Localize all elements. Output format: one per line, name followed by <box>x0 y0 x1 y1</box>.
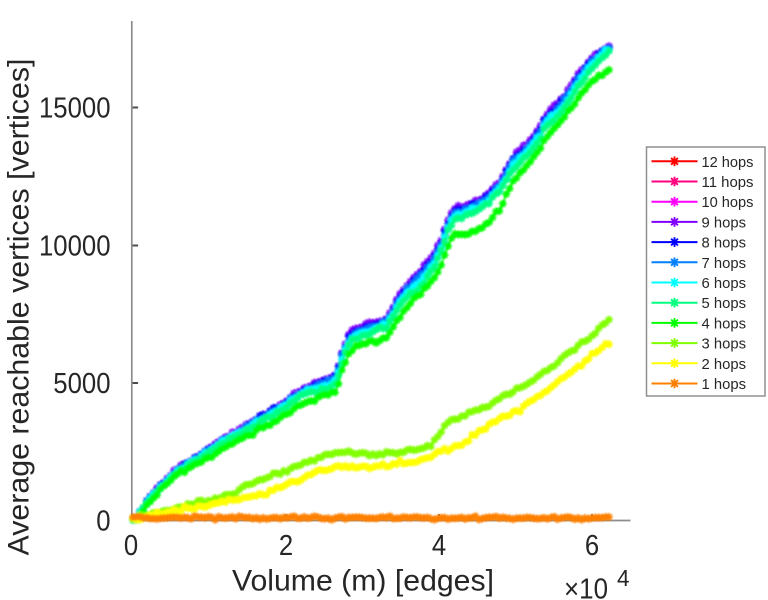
svg-text:9 hops: 9 hops <box>702 214 747 231</box>
svg-text:2 hops: 2 hops <box>702 356 747 373</box>
svg-text:Volume (m) [edges]: Volume (m) [edges] <box>232 565 494 598</box>
svg-text:4 hops: 4 hops <box>702 315 747 332</box>
svg-text:5 hops: 5 hops <box>702 295 747 312</box>
svg-text:7 hops: 7 hops <box>702 255 747 272</box>
svg-text:3 hops: 3 hops <box>702 336 747 353</box>
svg-text:15000: 15000 <box>39 93 111 125</box>
svg-text:8 hops: 8 hops <box>702 235 747 252</box>
svg-text:10000: 10000 <box>39 231 111 263</box>
svg-text:4: 4 <box>432 530 446 562</box>
svg-text:6 hops: 6 hops <box>702 275 747 292</box>
svg-text:10 hops: 10 hops <box>702 194 754 211</box>
svg-text:1 hops: 1 hops <box>702 376 747 393</box>
svg-text:2: 2 <box>279 530 293 562</box>
svg-text:Average reachable vertices [ve: Average reachable vertices [vertices] <box>3 59 36 556</box>
svg-text:6: 6 <box>585 530 599 562</box>
svg-text:11 hops: 11 hops <box>702 174 754 191</box>
svg-text:0: 0 <box>124 530 138 562</box>
svg-text:4: 4 <box>617 565 630 591</box>
svg-text:0: 0 <box>96 506 110 538</box>
svg-text:×10: ×10 <box>564 574 608 600</box>
svg-text:5000: 5000 <box>53 368 110 400</box>
svg-text:12 hops: 12 hops <box>702 154 754 171</box>
